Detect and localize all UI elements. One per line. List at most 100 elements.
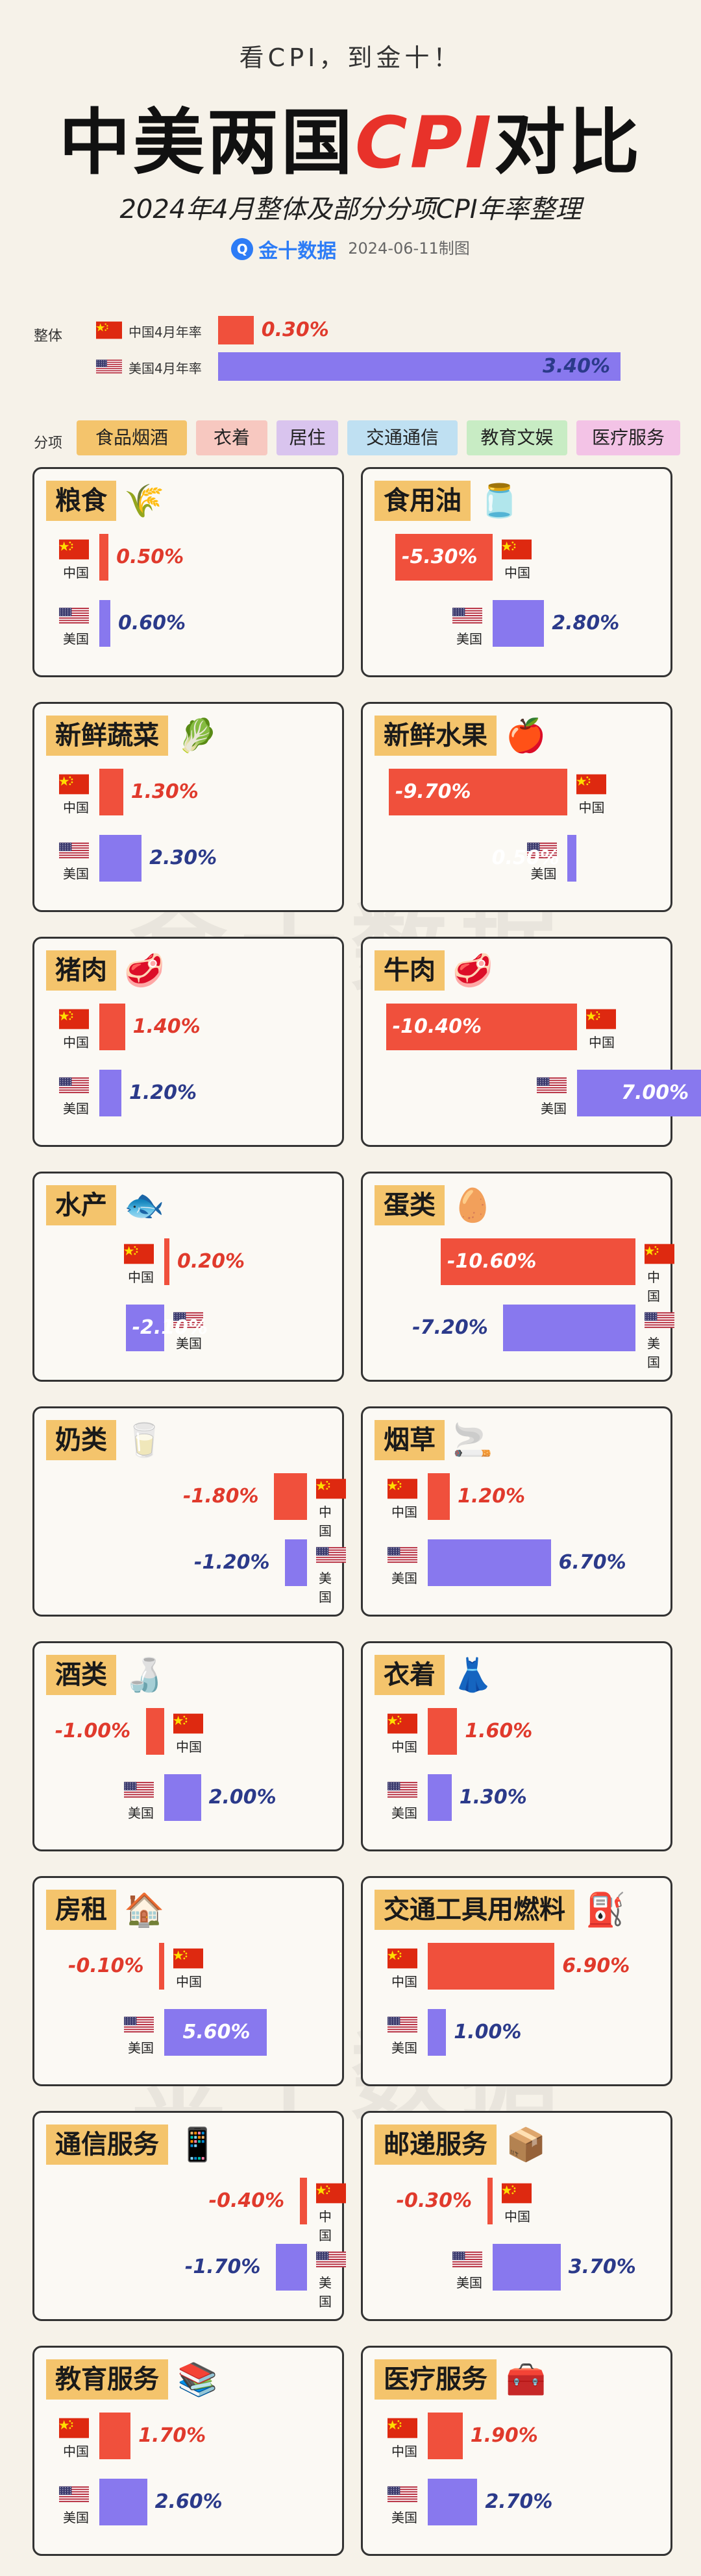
china-label: 中国: [391, 1504, 417, 1520]
panel-card: 奶类 🥛 中国 -1.80% 美国 -1.20%: [32, 1406, 346, 1617]
china-bar: [159, 1943, 164, 1990]
china-flag-icon: [316, 1478, 346, 1499]
us-bar: [99, 2479, 147, 2525]
us-flag-icon: [59, 2484, 89, 2505]
china-bar: [389, 769, 567, 815]
medical-kit-icon: 🧰: [506, 2361, 547, 2398]
us-label: 美国: [128, 1805, 154, 1821]
us-flag-icon: [59, 840, 89, 861]
fuel-icon: ⛽: [585, 1891, 626, 1929]
us-bar: [577, 1070, 701, 1116]
china-value-label: 1.20%: [457, 1485, 526, 1508]
china-value-label: 6.90%: [562, 1955, 630, 1977]
panel-card: 猪肉 🥩 中国 1.40% 美国 1.20%: [32, 937, 344, 1147]
oil-bottle-icon: 🫙: [479, 482, 520, 520]
china-bar: [441, 1238, 635, 1285]
us-flag-icon: [645, 1310, 674, 1330]
us-value-label: 0.50%: [491, 847, 560, 869]
us-bar: [125, 1305, 164, 1351]
china-label: 中国: [63, 565, 89, 581]
china-label: 中国: [63, 2444, 89, 2459]
panel-title: 食用油: [375, 481, 471, 521]
panel-title: 衣着: [375, 1655, 445, 1695]
us-bar: [275, 2244, 307, 2291]
us-bar: [428, 1539, 551, 1586]
china-flag-icon: [586, 1009, 616, 1029]
overall-bar: [218, 352, 621, 381]
china-flag-icon: [645, 1244, 674, 1264]
china-bar: [428, 1473, 450, 1520]
panel-card: 新鲜蔬菜 🥬 中国 1.30% 美国 2.30%: [32, 702, 344, 912]
panel-title: 牛肉: [375, 950, 445, 991]
us-value-label: 2.70%: [485, 2490, 553, 2513]
china-bar: [386, 1004, 577, 1050]
us-value-label: 6.70%: [558, 1551, 626, 1574]
us-label: 美国: [391, 2040, 417, 2056]
china-flag-icon: [124, 1244, 154, 1264]
category-tag: 食品烟酒: [77, 420, 187, 455]
category-tag: 医疗服务: [576, 420, 680, 455]
panel-title: 教育服务: [46, 2359, 168, 2400]
us-flag-icon: [452, 2249, 482, 2270]
us-label: 美国: [63, 631, 89, 647]
china-flag-icon: [316, 2183, 346, 2204]
us-flag-icon: [124, 1779, 154, 1800]
china-flag-icon: [502, 539, 532, 560]
china-value-label: 1.30%: [130, 780, 199, 803]
us-bar: [493, 2244, 561, 2291]
page-title: 中美两国CPI对比: [0, 84, 701, 188]
china-flag-icon: [59, 774, 89, 795]
china-bar: [299, 2178, 307, 2224]
us-value-label: 1.30%: [459, 1786, 527, 1809]
brand-name: 金十数据: [258, 240, 337, 263]
china-bar: [395, 534, 493, 581]
us-flag-icon: [316, 1545, 346, 1565]
us-flag-icon: [537, 1075, 567, 1096]
panel-title: 水产: [46, 1185, 116, 1225]
us-label: 美国: [391, 1571, 417, 1586]
china-flag-icon: [173, 1948, 203, 1969]
overall-value-label: 3.40%: [543, 355, 611, 378]
tagline: 看CPI，到金十！: [239, 43, 462, 72]
overall-bar: [218, 316, 254, 344]
china-bar: [99, 769, 123, 815]
china-label: 中国: [63, 1035, 89, 1050]
panel-title: 粮食: [46, 481, 116, 521]
us-bar: [164, 1774, 201, 1821]
panel-title: 酒类: [46, 1655, 116, 1695]
china-label: 中国: [589, 1035, 615, 1050]
us-value-label: 1.20%: [129, 1081, 197, 1104]
china-value-label: 0.50%: [116, 546, 184, 568]
china-label: 中国: [319, 1504, 332, 1539]
egg-icon: 🥚: [452, 1186, 493, 1224]
us-flag-icon: [316, 2249, 346, 2270]
fish-icon: 🐟: [124, 1186, 165, 1224]
china-label: 中国: [176, 1974, 202, 1990]
us-label: 美国: [391, 2510, 417, 2525]
title-part1: 中美两国: [58, 101, 355, 184]
china-bar: [99, 2413, 131, 2459]
us-value-label: 2.00%: [208, 1786, 277, 1809]
china-bar: [164, 1238, 169, 1285]
china-flag-icon: [387, 1948, 417, 1969]
china-label: 中国: [391, 1974, 417, 1990]
us-flag-icon: [452, 605, 482, 626]
us-label: 美国: [128, 2040, 154, 2056]
china-label: 中国: [578, 800, 605, 815]
china-bar: [99, 534, 109, 581]
us-bar: [428, 2009, 447, 2056]
panel-card: 牛肉 🥩 中国 -10.40% 美国 7.00%: [361, 937, 701, 1147]
panel-title: 房租: [46, 1890, 116, 1930]
china-label: 中国: [504, 2209, 530, 2224]
china-label: 中国: [176, 1739, 202, 1755]
china-label: 中国: [128, 1270, 154, 1285]
panel-title: 新鲜蔬菜: [46, 716, 168, 756]
us-value-label: 1.00%: [454, 2021, 522, 2043]
panel-card: 水产 🐟 中国 0.20% 美国 -2.10%: [32, 1172, 344, 1382]
phone-icon: 📱: [177, 2126, 218, 2163]
page-subtitle: 2024年4月整体及部分分项CPI年率整理: [119, 195, 582, 224]
us-flag-icon: [173, 1310, 203, 1330]
title-part3: 对比: [494, 101, 643, 184]
us-value-label: 2.30%: [149, 847, 217, 869]
us-value-label: 7.00%: [621, 1081, 689, 1104]
